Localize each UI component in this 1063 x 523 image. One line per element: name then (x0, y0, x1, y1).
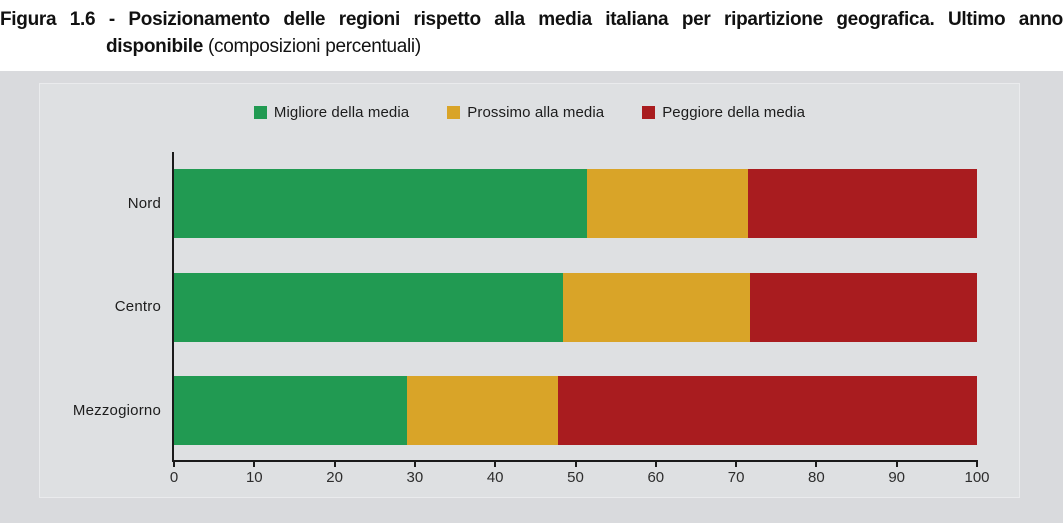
category-label: Centro (114, 298, 161, 315)
axis-tick (815, 462, 818, 467)
axis-tick (895, 462, 898, 467)
axis-tick (333, 462, 336, 467)
legend-label: Prossimo alla media (467, 103, 605, 121)
figure-title-line2-bold: disponibile (106, 36, 203, 57)
axis-tick (253, 462, 256, 467)
bar-segment-prossimo-alla-media (406, 376, 558, 445)
category-label: Mezzogiorno (72, 401, 161, 419)
bar-segment-peggiore-della-media (748, 169, 977, 238)
legend-label: Migliore della media (273, 103, 410, 121)
figure-title: Figura 1.6 - Posizionamento delle region… (0, 6, 1063, 60)
figure-title-line2-regular: (composizioni percentuali) (202, 36, 421, 57)
legend-item-prossimo: Prossimo alla media (447, 104, 604, 121)
legend-swatch-red-icon (642, 105, 656, 119)
category-label: Nord (127, 194, 161, 212)
axis-tick (413, 462, 416, 467)
axis-tick (574, 462, 577, 467)
bar-segment-migliore-della-media (174, 376, 407, 445)
bar-segment-migliore-della-media (174, 272, 563, 342)
tick-label: 80 (808, 469, 825, 486)
tick-label: 20 (326, 469, 343, 486)
legend: Migliore della media Prossimo alla media… (39, 99, 1020, 125)
x-axis-line (172, 460, 978, 462)
legend-item-migliore: Migliore della media (253, 103, 410, 121)
tick-label: 90 (888, 469, 906, 486)
tick-label: 70 (727, 469, 745, 486)
figure-title-line2: disponibile (composizioni percentuali) (0, 33, 1063, 60)
bar-segment-peggiore-della-media (557, 376, 977, 445)
axis-tick (494, 462, 497, 467)
legend-swatch-gold-icon (447, 105, 461, 119)
y-axis-line (172, 152, 174, 462)
bar-segment-peggiore-della-media (749, 272, 977, 342)
axis-tick (173, 462, 175, 467)
axis-tick (735, 462, 738, 467)
bar-segment-prossimo-alla-media (562, 272, 750, 342)
figure-title-line1: Figura 1.6 - Posizionamento delle region… (0, 9, 1063, 30)
tick-label: 30 (406, 469, 424, 486)
tick-label: 0 (169, 469, 179, 486)
legend-swatch-green-icon (253, 105, 267, 119)
tick-label: 40 (486, 469, 504, 486)
tick-label: 50 (567, 469, 584, 486)
axis-tick (976, 462, 978, 467)
bar-segment-migliore-della-media (174, 169, 587, 238)
tick-label: 60 (647, 469, 665, 486)
tick-label: 10 (245, 469, 263, 486)
axis-tick (654, 462, 657, 467)
tick-label: 100 (964, 469, 990, 486)
legend-label: Peggiore della media (662, 103, 806, 121)
bar-segment-prossimo-alla-media (586, 169, 749, 238)
legend-item-peggiore: Peggiore della media (642, 104, 805, 121)
